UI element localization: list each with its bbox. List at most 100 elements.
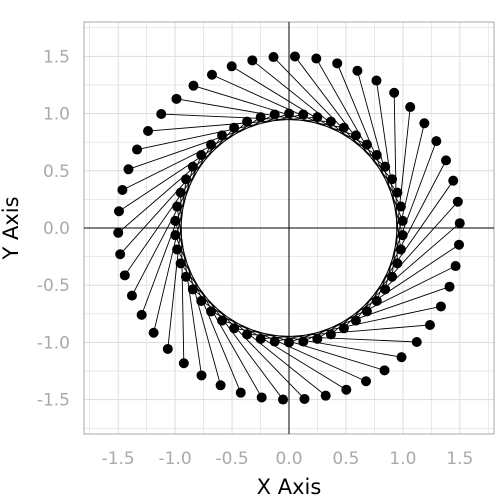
outer-point — [441, 155, 452, 166]
x-tick-label: 0.0 — [275, 449, 302, 469]
outer-point — [268, 52, 279, 63]
inner-point — [395, 244, 406, 255]
outer-point — [424, 319, 435, 330]
x-tick-label: 1.0 — [389, 449, 416, 469]
inner-point — [196, 295, 207, 306]
inner-point — [170, 230, 181, 241]
y-tick-label: 1.5 — [43, 47, 70, 67]
inner-point — [371, 150, 382, 161]
inner-point — [338, 323, 349, 334]
inner-point — [395, 201, 406, 212]
outer-point — [411, 336, 422, 347]
inner-point — [172, 244, 183, 255]
inner-point — [284, 108, 294, 119]
zero-lines — [84, 22, 494, 434]
y-tick-label: -1.5 — [37, 391, 70, 411]
outer-point — [419, 118, 430, 129]
inner-point — [175, 187, 186, 198]
outer-point — [352, 65, 363, 76]
points — [113, 51, 465, 405]
outer-point — [247, 55, 258, 66]
inner-point — [229, 122, 240, 133]
inner-point — [361, 306, 372, 317]
x-tick-label: -1.0 — [159, 449, 192, 469]
inner-point — [298, 336, 309, 347]
outer-point — [178, 358, 189, 369]
inner-point — [269, 109, 280, 120]
outer-point — [448, 175, 459, 186]
outer-point — [256, 392, 267, 403]
outer-point — [289, 51, 300, 62]
outer-point — [113, 227, 124, 238]
inner-point — [255, 112, 266, 123]
outer-point — [123, 164, 134, 175]
y-tick-label: -1.0 — [37, 333, 70, 353]
inner-point — [284, 337, 294, 348]
inner-point — [206, 139, 217, 150]
outer-point — [435, 301, 446, 312]
inner-point — [242, 329, 253, 340]
outer-point — [126, 290, 137, 301]
outer-point — [235, 387, 246, 398]
inner-point — [380, 284, 391, 295]
outer-point — [278, 394, 289, 405]
outer-point — [162, 343, 173, 354]
inner-point — [397, 230, 408, 241]
inner-point — [397, 215, 408, 226]
inner-point — [387, 174, 398, 185]
inner-point — [217, 315, 228, 326]
inner-point — [187, 284, 198, 295]
inner-point — [312, 333, 323, 344]
outer-point — [215, 380, 226, 391]
x-tick-label: -0.5 — [215, 449, 248, 469]
inner-point — [187, 161, 198, 172]
inner-point — [371, 295, 382, 306]
inner-point — [255, 333, 266, 344]
x-axis-label: X Axis — [257, 475, 322, 499]
x-tick-label: -1.5 — [102, 449, 135, 469]
inner-point — [242, 116, 253, 127]
inner-point — [180, 174, 191, 185]
outer-point — [148, 327, 159, 338]
outer-point — [405, 102, 416, 113]
outer-point — [454, 239, 465, 250]
y-tick-label: 0.0 — [43, 219, 70, 239]
inner-point — [325, 329, 336, 340]
outer-point — [371, 75, 382, 86]
inner-point — [298, 109, 309, 120]
inner-point — [387, 271, 398, 282]
y-tick-label: 0.5 — [43, 162, 70, 182]
inner-point — [380, 161, 391, 172]
y-tick-label: -0.5 — [37, 276, 70, 296]
outer-point — [188, 80, 199, 91]
outer-point — [320, 390, 331, 401]
outer-point — [454, 218, 465, 229]
inner-point — [338, 122, 349, 133]
x-tick-label: 1.5 — [446, 449, 473, 469]
inner-point — [217, 130, 228, 141]
outer-point — [115, 249, 126, 260]
outer-point — [226, 61, 237, 72]
y-tick-label: 1.0 — [43, 105, 70, 125]
inner-point — [350, 130, 361, 141]
inner-point — [325, 116, 336, 127]
outer-point — [299, 393, 310, 404]
inner-point — [180, 271, 191, 282]
outer-point — [379, 365, 390, 376]
outer-point — [206, 69, 217, 80]
outer-point — [332, 58, 343, 69]
inner-point — [350, 315, 361, 326]
outer-point — [156, 109, 167, 120]
inner-point — [392, 258, 403, 269]
outer-point — [341, 384, 352, 395]
inner-point — [175, 258, 186, 269]
inner-point — [312, 112, 323, 123]
outer-point — [311, 53, 322, 64]
inner-point — [229, 323, 240, 334]
y-axis-label: Y Axis — [0, 196, 23, 260]
y-tick-labels: -1.5 -1.0 -0.5 0.0 0.5 1.0 1.5 — [37, 47, 70, 410]
outer-point — [143, 126, 154, 137]
outer-point — [113, 206, 124, 217]
inner-point — [392, 187, 403, 198]
